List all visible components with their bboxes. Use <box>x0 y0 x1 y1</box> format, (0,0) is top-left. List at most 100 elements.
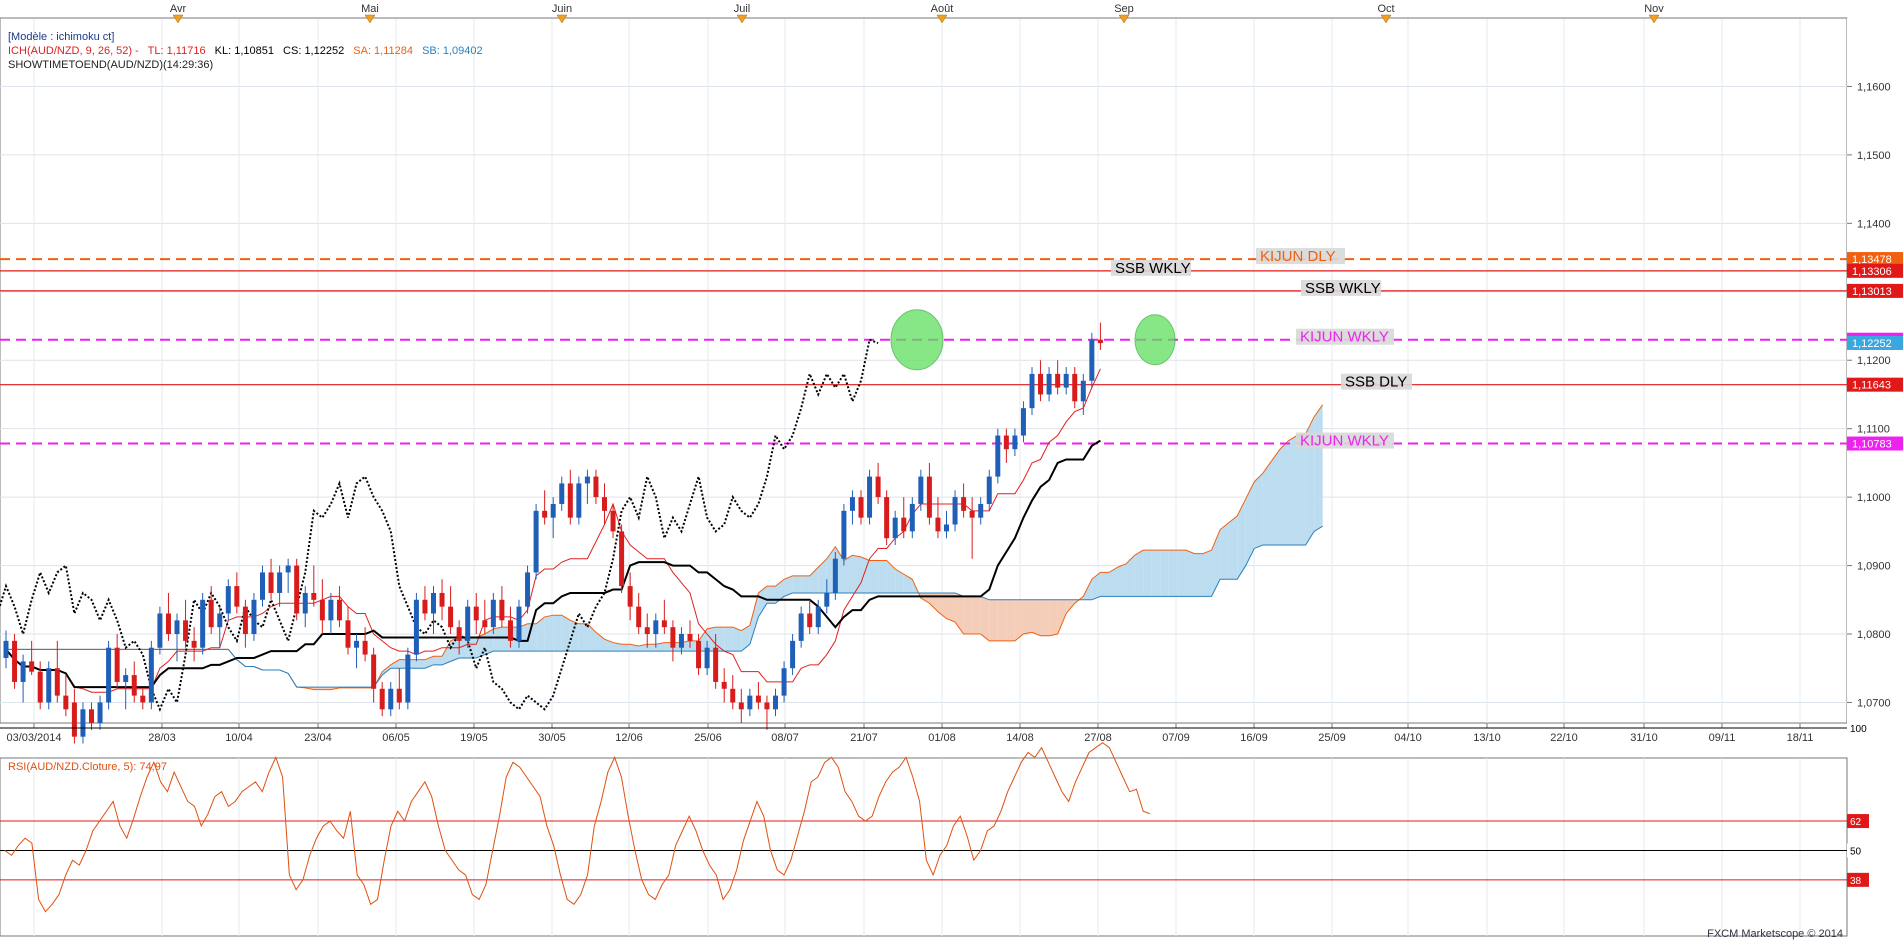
candle-body <box>490 599 496 628</box>
date-tick-label: 01/08 <box>928 732 956 744</box>
price-tick-label: 1,1500 <box>1857 150 1891 162</box>
date-tick-label: 22/10 <box>1550 732 1578 744</box>
cloud-segment <box>1168 550 1178 597</box>
candle-body <box>525 572 531 607</box>
candle-body <box>294 565 300 614</box>
date-tick-label: 13/10 <box>1473 732 1501 744</box>
candle-body <box>773 695 778 710</box>
candle-body <box>961 497 967 511</box>
month-marker-icon <box>556 14 568 24</box>
cloud-segment <box>561 615 571 652</box>
cloud-segment <box>1023 599 1032 635</box>
candle-body <box>567 483 573 518</box>
month-marker-icon <box>1380 14 1392 24</box>
candle-body <box>431 592 436 614</box>
date-tick-label: 21/07 <box>850 732 878 744</box>
level-annotation: KIJUN WKLY <box>1300 329 1389 346</box>
date-tick-label: 25/09 <box>1318 732 1346 744</box>
candle-body <box>371 654 377 689</box>
rsi-level-badge <box>1847 721 1869 735</box>
candle-body <box>319 599 325 621</box>
candle-body <box>610 510 616 532</box>
level-annotation: SSB WKLY <box>1305 280 1381 297</box>
cloud-segment <box>1254 473 1263 549</box>
candle-body <box>730 688 736 703</box>
date-tick-label: 30/05 <box>538 732 566 744</box>
price-axis[interactable]: 1,0700 1,0800 1,0900 1,1000 1,1100 1,1200 1,13… <box>1847 18 1903 723</box>
candle-body <box>952 497 958 525</box>
candle-body <box>456 627 462 641</box>
candle-body <box>576 483 582 518</box>
cloud-segment <box>724 627 733 652</box>
candle-body <box>328 599 334 621</box>
candle-body <box>46 668 52 703</box>
candle-body <box>696 640 702 669</box>
cloud-segment <box>886 560 896 593</box>
level-annotation-bg <box>1111 259 1191 276</box>
level-annotation: KIJUN WKLY <box>1300 433 1389 450</box>
cloud-segment <box>1271 449 1280 546</box>
month-label: Août <box>931 3 954 15</box>
cloud-segment <box>1057 599 1067 635</box>
cloud-segment <box>570 620 579 652</box>
cloud-segment <box>792 575 802 593</box>
candle-body <box>935 517 941 532</box>
level-annotations: KIJUN DLY SSB WKLY SSB WKLY KIJUN WKLY SSB D… <box>1111 248 1412 450</box>
candle-body <box>678 634 684 648</box>
date-tick-label: 07/09 <box>1162 732 1190 744</box>
candle-body <box>661 620 667 628</box>
candle-body <box>37 671 43 703</box>
level-annotation-bg <box>1341 373 1412 390</box>
level-annotation: SSB WKLY <box>1115 260 1191 277</box>
candle-body <box>764 702 770 710</box>
cloud-segment <box>1032 599 1041 636</box>
month-marker-icon <box>736 14 748 24</box>
candle-body <box>807 613 813 628</box>
candle-body <box>260 572 265 600</box>
cloud-segment <box>1220 522 1229 580</box>
cloud-segment <box>578 623 588 652</box>
level-annotation-bg <box>1301 279 1381 296</box>
cloud-segment <box>937 592 947 619</box>
candle-body <box>54 668 60 696</box>
kijun-value: KL: 1,10851 <box>214 45 274 57</box>
rsi-level-badge <box>1847 814 1869 829</box>
date-axis: 03/03/2014 28/03 10/04 23/04 06/05 19/05 30/05… <box>6 723 1813 744</box>
cloud-segment <box>1108 567 1118 597</box>
price-axis-bg <box>1847 18 1903 723</box>
copyright: FXCM Marketscope © 2014 <box>1707 928 1843 940</box>
cloud-segment <box>1245 481 1255 566</box>
cloud-segment <box>442 640 451 665</box>
indicator-legend: [Modèle : ichimoku ct] ICH(AUD/NZD, 9, 2… <box>8 30 489 72</box>
candle-body <box>1038 373 1044 395</box>
month-marker-icon <box>1648 14 1660 24</box>
cloud-segment <box>613 642 622 652</box>
ichimoku-label: ICH(AUD/NZD, 9, 26, 52) - <box>8 45 139 57</box>
rsi-panel: 100 62 50 38 <box>0 721 1869 937</box>
candle-body <box>636 606 642 628</box>
month-label: Juin <box>552 3 572 15</box>
time-to-end-label: SHOWTIMETOEND(AUD/NZD)(14:29:36) <box>8 59 214 71</box>
cloud-segment <box>775 579 785 604</box>
price-tick-label: 1,1100 <box>1857 424 1890 436</box>
highlight-circle <box>890 309 944 371</box>
level-annotation-bg <box>1296 328 1394 345</box>
candle-body <box>670 627 676 648</box>
candle-body <box>738 702 744 710</box>
candle-body <box>858 497 864 518</box>
candle-body <box>619 531 625 587</box>
price-level-badge <box>1847 377 1903 392</box>
candle-body <box>191 640 197 648</box>
level-annotation-bg <box>1296 432 1394 449</box>
date-tick-label: 16/09 <box>1240 732 1268 744</box>
price-tick-label: 1,0800 <box>1857 629 1891 641</box>
cloud-segment <box>1040 599 1050 636</box>
cloud-segment <box>895 568 904 593</box>
candle-body <box>140 695 146 703</box>
candle-body <box>20 661 26 682</box>
cloud-segment <box>647 644 656 652</box>
candle-body <box>242 606 248 635</box>
candle-body <box>533 510 539 573</box>
rsi-level-label: 100 <box>1850 724 1867 735</box>
month-marker-icon <box>1118 14 1130 24</box>
